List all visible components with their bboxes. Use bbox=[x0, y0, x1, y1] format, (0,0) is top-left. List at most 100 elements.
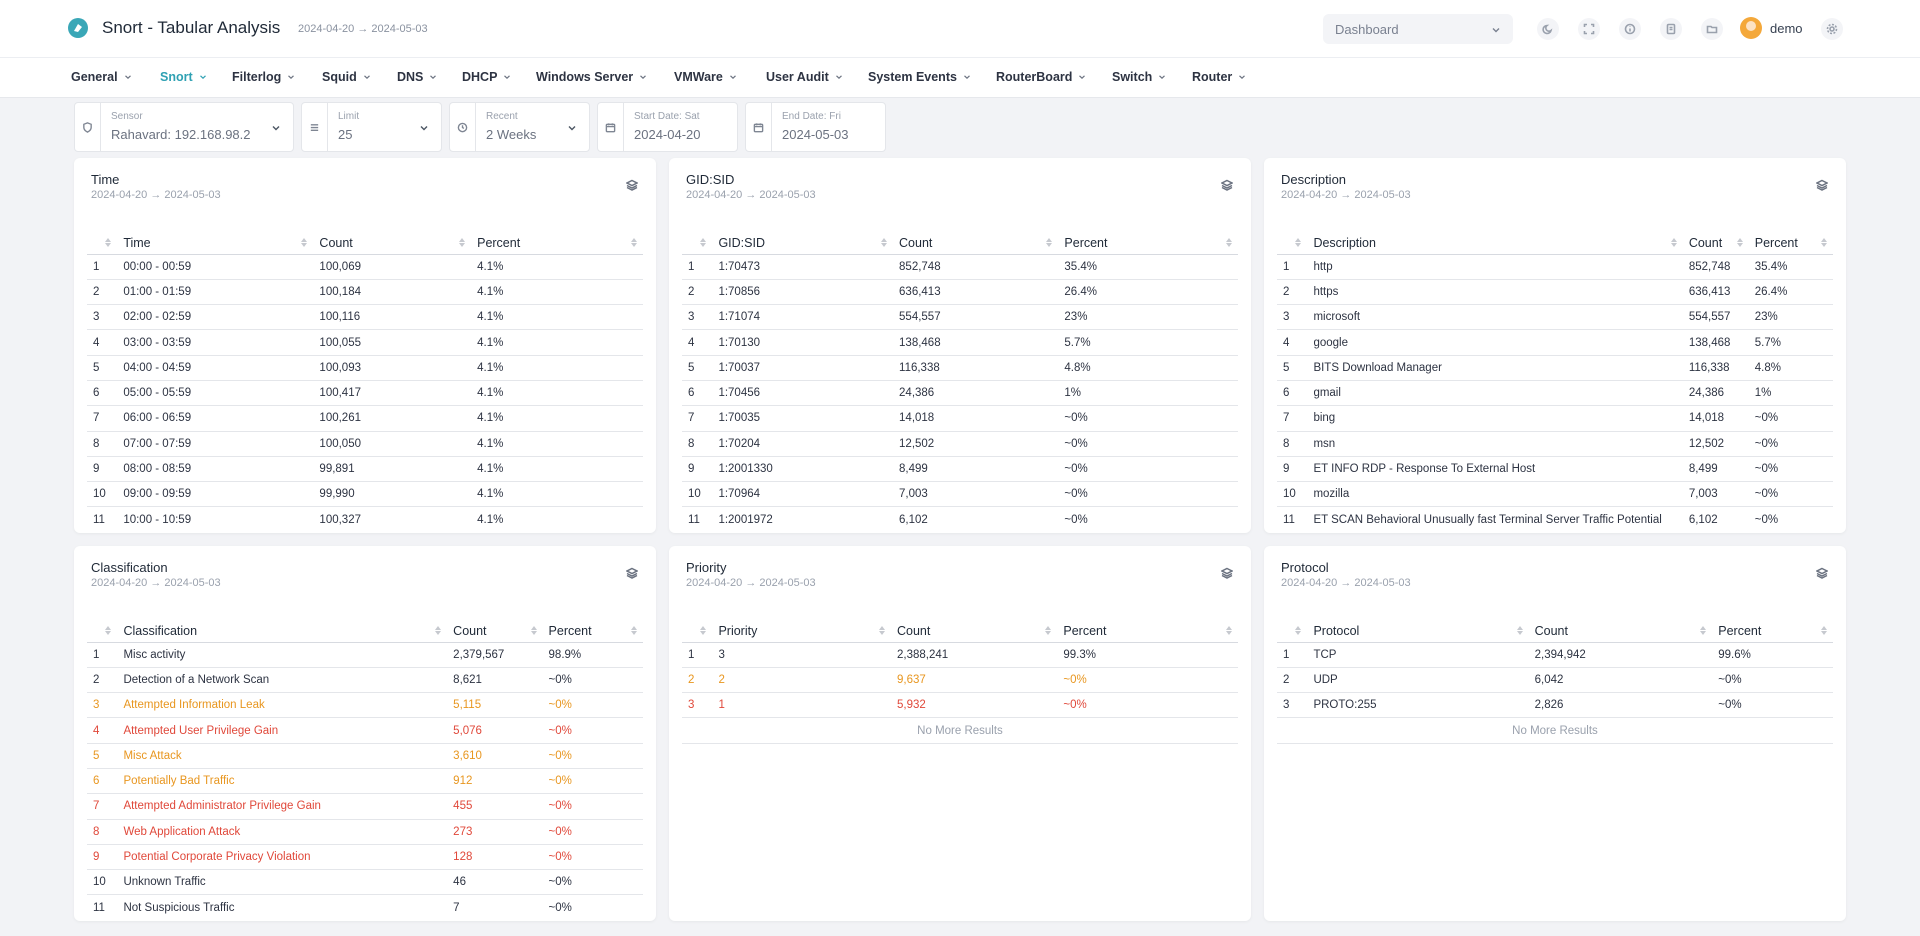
nav-item-dhcp[interactable]: DHCP bbox=[462, 70, 511, 84]
sort-icon[interactable] bbox=[1226, 238, 1232, 247]
table-row[interactable]: 2 Detection of a Network Scan 8,621 ~0% bbox=[87, 667, 643, 694]
column-header[interactable] bbox=[682, 232, 713, 255]
sort-icon[interactable] bbox=[459, 238, 466, 247]
nav-item-vmware[interactable]: VMWare bbox=[674, 70, 737, 84]
column-header[interactable] bbox=[682, 620, 713, 643]
table-row[interactable]: 4 03:00 - 03:59 100,055 4.1% bbox=[87, 329, 643, 356]
nav-item-user-audit[interactable]: User Audit bbox=[766, 70, 843, 84]
info-icon[interactable] bbox=[1619, 18, 1641, 40]
table-row[interactable]: 1 00:00 - 00:59 100,069 4.1% bbox=[87, 254, 643, 280]
sort-icon[interactable] bbox=[879, 626, 885, 635]
table-row[interactable]: 2 UDP 6,042 ~0% bbox=[1277, 667, 1833, 694]
table-row[interactable]: 3 PROTO:255 2,826 ~0% bbox=[1277, 692, 1833, 719]
end-date-filter[interactable]: End Date: Fri 2024-05-03 bbox=[745, 102, 886, 152]
table-row[interactable]: 4 google 138,468 5.7% bbox=[1277, 329, 1833, 356]
sort-icon[interactable] bbox=[301, 238, 308, 247]
start-date-filter[interactable]: Start Date: Sat 2024-04-20 bbox=[597, 102, 738, 152]
column-header[interactable]: Count bbox=[1682, 232, 1749, 255]
settings-icon[interactable] bbox=[1821, 18, 1843, 40]
table-row[interactable]: 7 Attempted Administrator Privilege Gain 4… bbox=[87, 793, 643, 820]
table-row[interactable]: 3 1:71074 554,557 23% bbox=[682, 304, 1238, 331]
table-row[interactable]: 2 1:70856 636,413 26.4% bbox=[682, 279, 1238, 306]
column-header[interactable]: Count bbox=[893, 232, 1059, 255]
sort-icon[interactable] bbox=[631, 238, 637, 247]
layers-icon[interactable] bbox=[1815, 567, 1829, 579]
sort-icon[interactable] bbox=[700, 626, 707, 635]
layers-icon[interactable] bbox=[1815, 179, 1829, 191]
table-row[interactable]: 4 Attempted User Privilege Gain 5,076 ~0% bbox=[87, 717, 643, 744]
moon-icon[interactable] bbox=[1537, 18, 1559, 40]
table-row[interactable]: 11 ET SCAN Behavioral Unusually fast Term… bbox=[1277, 506, 1833, 528]
sort-icon[interactable] bbox=[1670, 238, 1677, 247]
nav-item-general[interactable]: General bbox=[71, 70, 132, 84]
column-header[interactable]: Percent bbox=[1058, 232, 1238, 255]
table-row[interactable]: 11 Not Suspicious Traffic 7 ~0% bbox=[87, 894, 643, 916]
sensor-filter[interactable]: Sensor Rahavard: 192.168.98.2 bbox=[74, 102, 294, 152]
nav-item-snort[interactable]: Snort bbox=[160, 70, 207, 84]
column-header[interactable]: Classification bbox=[117, 620, 448, 643]
table-row[interactable]: 10 Unknown Traffic 46 ~0% bbox=[87, 869, 643, 896]
sort-icon[interactable] bbox=[1295, 238, 1302, 247]
sort-icon[interactable] bbox=[1045, 626, 1052, 635]
dashboard-select[interactable]: Dashboard bbox=[1323, 14, 1513, 44]
layers-icon[interactable] bbox=[1220, 567, 1234, 579]
nav-item-routerboard[interactable]: RouterBoard bbox=[996, 70, 1086, 84]
column-header[interactable] bbox=[1277, 620, 1308, 643]
table-row[interactable]: 11 10:00 - 10:59 100,327 4.1% bbox=[87, 506, 643, 528]
column-header[interactable]: Count bbox=[1528, 620, 1713, 643]
sort-icon[interactable] bbox=[435, 626, 442, 635]
nav-item-switch[interactable]: Switch bbox=[1112, 70, 1166, 84]
column-header[interactable]: Priority bbox=[712, 620, 891, 643]
recent-filter[interactable]: Recent 2 Weeks bbox=[449, 102, 590, 152]
sort-icon[interactable] bbox=[1226, 626, 1232, 635]
table-row[interactable]: 8 Web Application Attack 273 ~0% bbox=[87, 819, 643, 845]
table-row[interactable]: 3 Attempted Information Leak 5,115 ~0% bbox=[87, 692, 643, 719]
table-row[interactable]: 7 bing 14,018 ~0% bbox=[1277, 405, 1833, 432]
table-row[interactable]: 6 Potentially Bad Traffic 912 ~0% bbox=[87, 768, 643, 795]
table-row[interactable]: 3 microsoft 554,557 23% bbox=[1277, 304, 1833, 331]
table-row[interactable]: 5 Misc Attack 3,610 ~0% bbox=[87, 743, 643, 769]
column-header[interactable]: Count bbox=[313, 232, 472, 255]
table-scroll[interactable]: GID:SID Count Percent 1 1:70473 852,748 35.4% 2… bbox=[682, 232, 1238, 528]
table-row[interactable]: 2 https 636,413 26.4% bbox=[1277, 279, 1833, 306]
sort-icon[interactable] bbox=[1046, 238, 1053, 247]
app-logo-icon[interactable] bbox=[68, 18, 88, 38]
table-scroll[interactable]: Protocol Count Percent 1 TCP 2,394,942 99.6% 2 U… bbox=[1277, 620, 1833, 916]
table-row[interactable]: 2 2 9,637 ~0% bbox=[682, 667, 1238, 694]
column-header[interactable]: Percent bbox=[471, 232, 643, 255]
table-scroll[interactable]: Time Count Percent 1 00:00 - 00:59 100,069 4.1… bbox=[87, 232, 643, 528]
table-row[interactable]: 8 1:70204 12,502 ~0% bbox=[682, 431, 1238, 457]
column-header[interactable] bbox=[1277, 232, 1308, 255]
table-row[interactable]: 9 ET INFO RDP - Response To External Host… bbox=[1277, 456, 1833, 483]
sort-icon[interactable] bbox=[105, 626, 112, 635]
column-header[interactable]: Percent bbox=[1748, 232, 1833, 255]
table-row[interactable]: 1 TCP 2,394,942 99.6% bbox=[1277, 642, 1833, 668]
table-row[interactable]: 8 msn 12,502 ~0% bbox=[1277, 431, 1833, 457]
column-header[interactable]: GID:SID bbox=[712, 232, 894, 255]
column-header[interactable]: Percent bbox=[1057, 620, 1238, 643]
table-row[interactable]: 8 07:00 - 07:59 100,050 4.1% bbox=[87, 431, 643, 457]
nav-item-windows-server[interactable]: Windows Server bbox=[536, 70, 647, 84]
user-menu[interactable]: demo bbox=[1740, 17, 1803, 39]
nav-item-squid[interactable]: Squid bbox=[322, 70, 371, 84]
sort-icon[interactable] bbox=[700, 238, 707, 247]
table-row[interactable]: 9 08:00 - 08:59 99,891 4.1% bbox=[87, 456, 643, 483]
nav-item-system-events[interactable]: System Events bbox=[868, 70, 971, 84]
table-row[interactable]: 4 1:70130 138,468 5.7% bbox=[682, 329, 1238, 356]
table-row[interactable]: 6 05:00 - 05:59 100,417 4.1% bbox=[87, 380, 643, 407]
column-header[interactable]: Protocol bbox=[1307, 620, 1529, 643]
table-row[interactable]: 5 04:00 - 04:59 100,093 4.1% bbox=[87, 355, 643, 381]
table-row[interactable]: 1 3 2,388,241 99.3% bbox=[682, 642, 1238, 668]
nav-item-dns[interactable]: DNS bbox=[397, 70, 437, 84]
table-row[interactable]: 10 09:00 - 09:59 99,990 4.1% bbox=[87, 481, 643, 508]
column-header[interactable] bbox=[87, 232, 118, 255]
table-row[interactable]: 9 1:2001330 8,499 ~0% bbox=[682, 456, 1238, 483]
sort-icon[interactable] bbox=[1821, 626, 1827, 635]
column-header[interactable]: Count bbox=[447, 620, 543, 643]
table-scroll[interactable]: Description Count Percent 1 http 852,748 35.4%… bbox=[1277, 232, 1833, 528]
table-row[interactable]: 6 1:70456 24,386 1% bbox=[682, 380, 1238, 407]
sort-icon[interactable] bbox=[1295, 626, 1302, 635]
table-row[interactable]: 6 gmail 24,386 1% bbox=[1277, 380, 1833, 407]
document-icon[interactable] bbox=[1660, 18, 1682, 40]
fullscreen-icon[interactable] bbox=[1578, 18, 1600, 40]
